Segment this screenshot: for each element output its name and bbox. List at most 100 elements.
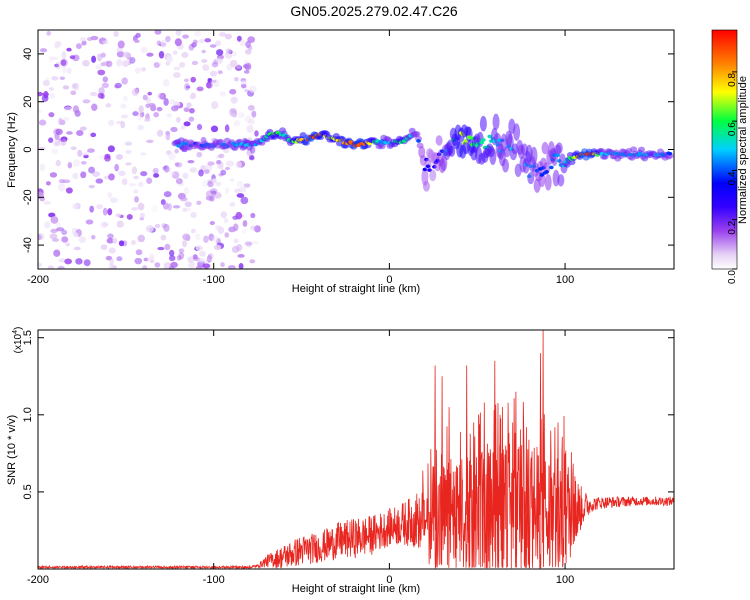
noise-speck <box>44 221 51 229</box>
snr-y-scale-factor: (x104) <box>12 327 24 354</box>
noise-speck <box>243 183 251 188</box>
noise-speck <box>173 66 181 71</box>
noise-speck <box>169 249 175 257</box>
noise-speck <box>207 161 215 166</box>
noise-speck <box>61 236 69 243</box>
ridge-halo <box>440 155 448 172</box>
noise-speck <box>202 64 210 72</box>
noise-speck <box>39 163 46 172</box>
noise-speck <box>236 193 245 198</box>
noise-speck <box>53 249 61 257</box>
noise-speck <box>164 167 172 173</box>
noise-speck <box>126 214 133 220</box>
noise-speck <box>65 187 73 194</box>
ridge-core <box>487 134 493 139</box>
noise-speck <box>50 56 59 61</box>
noise-speck <box>135 32 141 38</box>
noise-speck <box>229 201 236 208</box>
noise-speck <box>175 30 182 36</box>
noise-speck <box>134 196 139 203</box>
noise-speck <box>170 171 175 176</box>
noise-speck <box>178 251 185 260</box>
noise-speck <box>42 79 50 87</box>
noise-speck <box>187 256 195 263</box>
noise-speck <box>79 37 87 42</box>
noise-speck <box>207 180 214 188</box>
noise-speck <box>168 152 176 160</box>
noise-speck <box>176 255 182 261</box>
noise-speck <box>105 103 112 108</box>
noise-speck <box>116 220 124 228</box>
spec-y-tick-label: 0 <box>22 146 34 152</box>
noise-speck <box>107 145 115 153</box>
noise-speck <box>240 83 247 89</box>
noise-speck <box>48 87 55 91</box>
noise-speck <box>72 159 81 167</box>
noise-speck <box>102 76 109 83</box>
noise-speck <box>125 149 132 154</box>
noise-speck <box>71 83 78 89</box>
noise-speck <box>153 173 160 178</box>
noise-speck <box>196 200 202 206</box>
noise-speck <box>108 173 115 181</box>
noise-speck <box>75 258 83 265</box>
noise-speck <box>210 70 218 77</box>
noise-speck <box>64 106 72 112</box>
spectrogram-x-ticks: -200 -100 0 100 <box>27 30 574 286</box>
ridge-core <box>481 138 486 142</box>
noise-speck <box>225 160 234 167</box>
noise-speck <box>152 167 159 174</box>
noise-speck <box>64 258 73 265</box>
noise-speck <box>138 181 144 187</box>
noise-speck <box>109 197 118 203</box>
noise-speck <box>195 245 203 251</box>
snr-x-tick-label: -100 <box>203 574 225 586</box>
spectrogram-noise-region <box>38 30 261 269</box>
snr-scale-prefix: (x10 <box>13 333 24 353</box>
noise-speck <box>97 53 103 62</box>
noise-speck <box>131 207 138 211</box>
noise-speck <box>217 226 225 235</box>
noise-speck <box>237 112 245 118</box>
noise-speck <box>100 221 108 228</box>
noise-speck <box>60 59 67 66</box>
snr-x-tick-label: 100 <box>556 574 574 586</box>
noise-speck <box>146 52 154 57</box>
noise-speck <box>159 92 166 100</box>
snr-scale-close: ) <box>13 327 24 330</box>
noise-speck <box>235 64 242 70</box>
noise-speck <box>209 44 217 48</box>
noise-speck <box>113 30 119 37</box>
noise-speck <box>182 172 189 179</box>
noise-speck <box>233 77 239 82</box>
noise-speck <box>38 142 42 147</box>
noise-speck <box>102 40 109 45</box>
spectrogram-y-axis-label: Frequency (Hz) <box>6 112 18 188</box>
noise-speck <box>188 261 196 269</box>
noise-speck <box>139 111 145 118</box>
ridge-halo <box>435 135 443 146</box>
noise-speck <box>59 76 66 81</box>
snr-y-tick-label: 1.5 <box>22 330 34 345</box>
noise-speck <box>218 32 227 37</box>
noise-speck <box>250 212 256 219</box>
noise-speck <box>38 109 43 114</box>
noise-speck <box>120 114 129 119</box>
noise-speck <box>204 164 213 172</box>
noise-speck <box>174 162 180 167</box>
noise-speck <box>236 180 244 187</box>
noise-speck <box>240 80 248 85</box>
noise-speck <box>219 91 227 97</box>
noise-speck <box>163 98 169 106</box>
noise-speck <box>194 30 201 37</box>
noise-speck <box>171 171 180 179</box>
noise-speck <box>191 60 199 66</box>
noise-speck <box>116 58 122 67</box>
noise-speck <box>66 47 72 52</box>
noise-speck <box>57 183 66 192</box>
noise-speck <box>172 72 181 78</box>
noise-speck <box>249 85 257 93</box>
noise-speck <box>198 38 205 44</box>
noise-speck <box>100 52 106 58</box>
noise-speck <box>176 116 181 123</box>
